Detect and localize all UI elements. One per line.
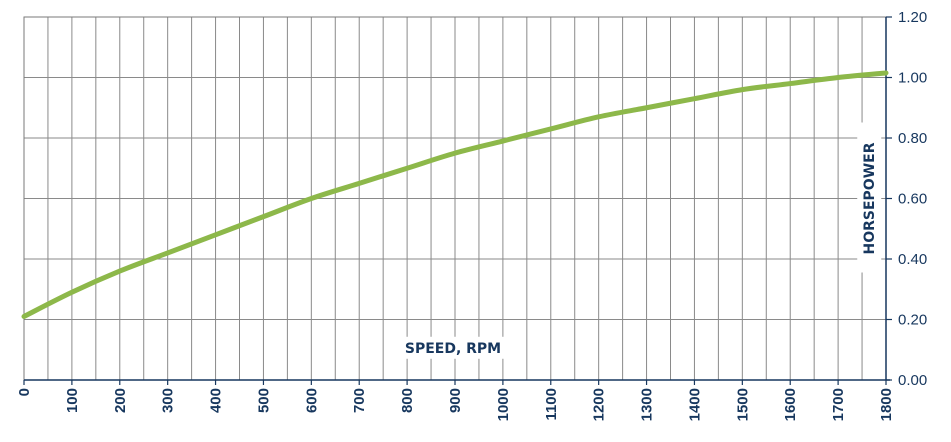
y-tick-label: 1.20: [898, 9, 927, 26]
y-tick-label: 0.20: [898, 312, 927, 329]
x-tick-label: 1600: [782, 388, 799, 421]
grid-lines: [23, 16, 887, 381]
x-tick-label: 1700: [830, 388, 847, 421]
x-tick-label: 1500: [734, 388, 751, 421]
x-axis-label-background: [385, 336, 521, 359]
x-tick-label: 700: [351, 388, 368, 413]
x-tick-label: 1400: [686, 388, 703, 421]
x-tick-label: 100: [64, 388, 81, 413]
x-tick-label: 200: [112, 388, 129, 413]
x-axis-label: SPEED, RPM: [405, 341, 501, 357]
x-tick-label: 800: [399, 388, 416, 413]
x-tick-label: 400: [208, 388, 225, 413]
y-tick-label: 0.00: [898, 372, 927, 389]
y-tick-label: 0.80: [898, 130, 927, 147]
x-tick-label: 1000: [495, 388, 512, 421]
labels: 0 100 200 300 400 500 600 700 800 900 1000 1100 1200…: [16, 9, 927, 421]
y-tick-label: 0.40: [898, 251, 927, 268]
y-axis-label: HORSEPOWER: [862, 142, 878, 254]
y-tick-label: 0.60: [898, 191, 927, 208]
axes: [23, 16, 892, 385]
horsepower-series-line: [21, 70, 889, 319]
x-tick-label: 300: [160, 388, 177, 413]
x-tick-label: 900: [447, 388, 464, 413]
x-tick-label: 1100: [543, 388, 560, 421]
series-layer: [21, 70, 889, 319]
x-tick-label: 1200: [591, 388, 608, 421]
y-tick-label: 1.00: [898, 70, 927, 87]
x-tick-label: 1800: [878, 388, 895, 421]
x-tick-label: 600: [303, 388, 320, 413]
x-tick-label: 500: [255, 388, 272, 413]
y-axis-label-background: [857, 122, 882, 273]
x-tick-label: 0: [16, 388, 33, 396]
x-tick-label: 1300: [639, 388, 656, 421]
